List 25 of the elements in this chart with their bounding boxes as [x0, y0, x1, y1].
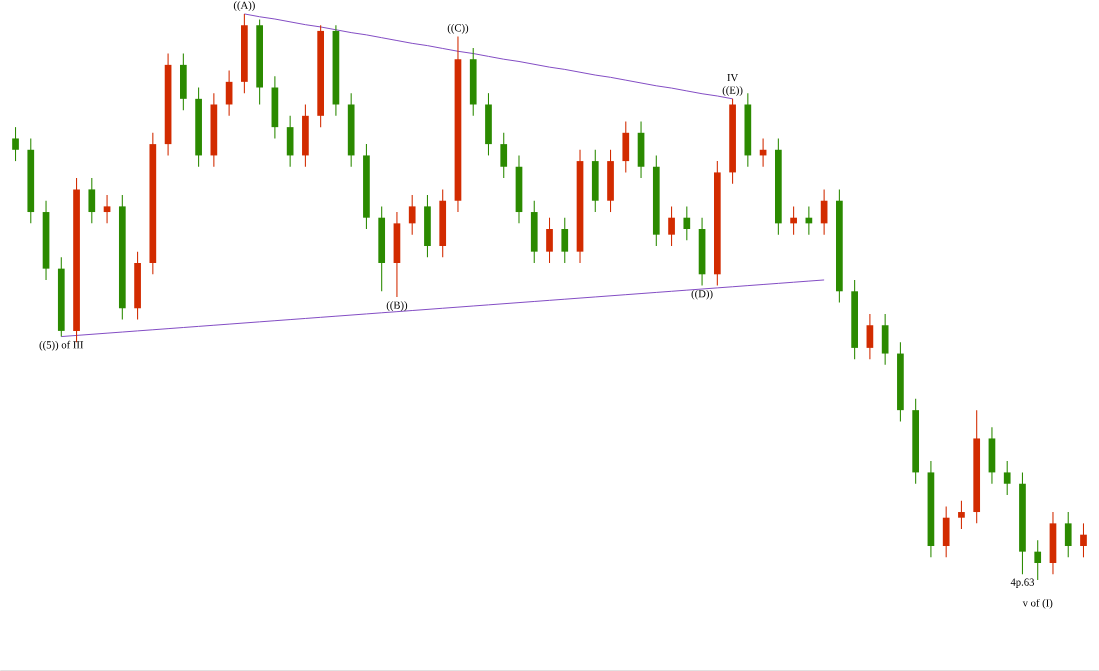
- candlestick: [668, 205, 675, 247]
- candlestick: [546, 217, 553, 264]
- annotation: IV: [727, 74, 739, 82]
- candlestick: [103, 194, 111, 224]
- annotation: ((B)): [386, 301, 408, 311]
- candlestick: [1034, 539, 1042, 581]
- candlestick: [1003, 460, 1011, 496]
- candlestick: [958, 500, 965, 530]
- candlestick: [683, 205, 691, 241]
- annotation: ((D)): [691, 289, 713, 300]
- annotation: ((E)): [722, 86, 743, 96]
- annotation: v of (I): [1022, 598, 1053, 609]
- annotation: 4p.63: [1010, 578, 1035, 588]
- candlestick: [500, 132, 508, 179]
- candlestick: [1080, 522, 1087, 558]
- candlestick: [866, 313, 874, 360]
- annotation: ((C)): [447, 24, 469, 34]
- annotation: ((A)): [233, 1, 255, 12]
- candlestick: [1064, 511, 1072, 558]
- candlestick: [408, 194, 416, 236]
- candlestick: [12, 126, 19, 162]
- annotation: ((5)) of III: [39, 340, 84, 351]
- candlestick: [790, 205, 797, 236]
- candlestick: [88, 177, 96, 224]
- candlestick: [561, 217, 569, 264]
